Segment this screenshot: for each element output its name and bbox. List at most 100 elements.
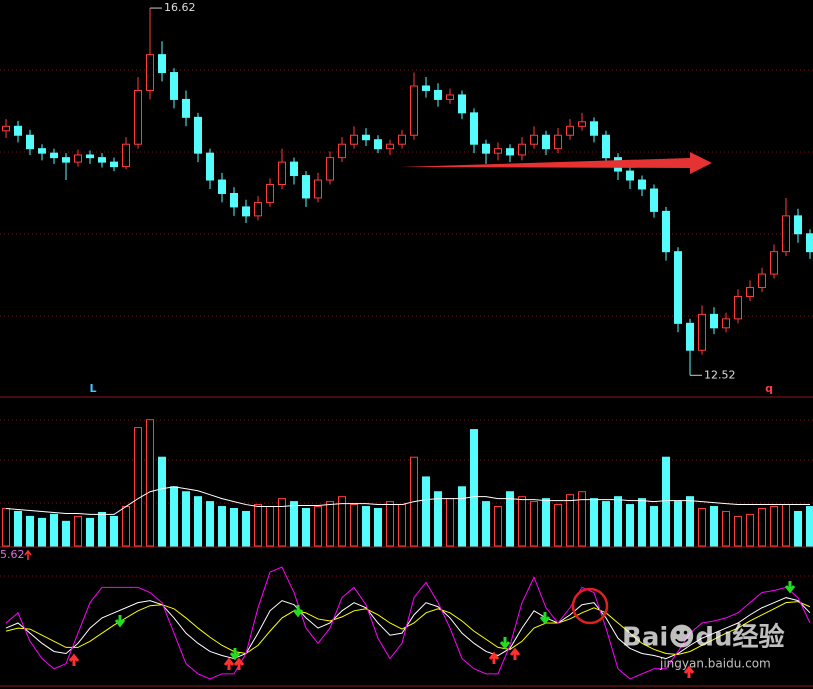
candle-body: [386, 143, 394, 150]
volume-bar: [458, 486, 466, 547]
buy-arrow: [233, 657, 245, 670]
candle-body: [50, 152, 58, 159]
volume-bar: [638, 498, 646, 547]
volume-bar: [122, 506, 130, 547]
volume-bar: [230, 508, 238, 547]
volume-bar: [554, 504, 562, 547]
candle-body: [758, 273, 766, 289]
volume-bar: [338, 496, 346, 547]
candle-body: [218, 179, 226, 194]
candle-body: [374, 139, 382, 150]
candle-body: [38, 148, 46, 154]
candle-body: [398, 134, 406, 145]
watermark-brand: Bai☻du经验: [622, 622, 785, 653]
volume-bar: [266, 506, 274, 547]
volume-bar: [98, 511, 106, 547]
volume-bar: [170, 486, 178, 547]
marker-label: L: [89, 382, 96, 395]
sell-arrow: [499, 637, 511, 650]
buy-arrow: [68, 653, 80, 666]
volume-bar: [326, 501, 334, 547]
candle-body: [650, 188, 658, 212]
candle-body: [530, 134, 538, 145]
candle-body: [62, 157, 70, 163]
volume-bar: [62, 520, 70, 547]
candle-body: [14, 125, 22, 136]
candle-body: [338, 143, 346, 159]
candle-body: [278, 161, 286, 186]
buy-arrow: [509, 647, 521, 660]
sell-arrow: [229, 648, 241, 661]
candle-body: [746, 287, 754, 297]
candle-body: [494, 148, 502, 154]
volume-bar: [86, 517, 94, 547]
volume-bar: [686, 496, 694, 547]
candle-body: [434, 89, 442, 100]
candle-body: [458, 94, 466, 114]
trend-arrow-shape: [400, 152, 712, 174]
candle-body: [710, 313, 718, 329]
volume-bar: [50, 513, 58, 547]
volume-bar: [134, 427, 142, 547]
candle-body: [2, 125, 10, 132]
candle-body: [590, 121, 598, 136]
candle-body: [74, 154, 82, 163]
candle-body: [554, 134, 562, 150]
candle-body: [98, 157, 106, 163]
volume-bar: [2, 508, 10, 547]
candle-body: [446, 94, 454, 100]
volume-bar: [722, 510, 730, 547]
candle-body: [422, 85, 430, 91]
volume-bar: [710, 506, 718, 547]
volume-bar: [674, 501, 682, 547]
candle-body: [686, 322, 694, 351]
candle-body: [578, 121, 586, 127]
candle-body: [482, 143, 490, 154]
candle-body: [518, 143, 526, 156]
volume-bar: [482, 501, 490, 547]
volume-bar: [74, 515, 82, 547]
volume-bar: [542, 498, 550, 547]
volume-bar: [626, 504, 634, 547]
candle-body: [602, 134, 610, 159]
volume-bar: [734, 515, 742, 547]
volume-bar: [14, 510, 22, 547]
volume-bar: [290, 501, 298, 547]
candle-body: [146, 54, 154, 91]
volume-bar: [386, 501, 394, 547]
candle-body: [158, 54, 166, 74]
volume-bar: [242, 510, 250, 547]
trend-arrow: [400, 152, 712, 174]
volume-bar: [602, 501, 610, 547]
volume-bar: [110, 515, 118, 547]
volume-bar: [182, 491, 190, 547]
volume-bar: [662, 456, 670, 547]
candle-body: [350, 134, 358, 145]
volume-bar: [758, 508, 766, 547]
buy-arrow: [683, 665, 695, 678]
volume-bar: [794, 510, 802, 547]
sell-arrow: [539, 612, 551, 625]
volume-bar: [254, 504, 262, 547]
volume-bar: [746, 513, 754, 547]
volume-bar: [530, 501, 538, 547]
volume-bar: [146, 419, 154, 547]
indicator-arrow: [24, 549, 32, 560]
candle-body: [302, 175, 310, 199]
volume-bar: [422, 476, 430, 547]
volume-average: [5, 486, 810, 515]
volume-bar: [38, 517, 46, 547]
candle-body: [674, 251, 682, 324]
candle-body: [506, 148, 514, 156]
candle-body: [698, 313, 706, 351]
candle-body: [782, 215, 790, 253]
volume-bar: [446, 498, 454, 547]
volume-bar: [302, 508, 310, 547]
candle-body: [110, 161, 118, 168]
volume-bar: [470, 429, 478, 547]
candle-body: [806, 233, 813, 253]
volume-bar: [806, 506, 813, 547]
volume-bar: [614, 496, 622, 547]
volume-bar: [770, 506, 778, 547]
